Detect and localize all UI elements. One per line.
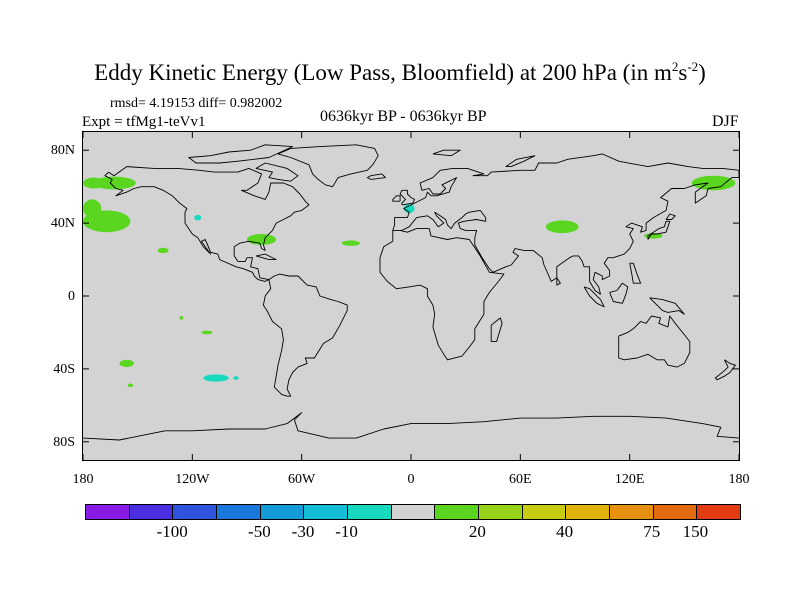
green-anomaly-pacific-dateline (83, 199, 102, 218)
y-tick-label: 80S (53, 434, 75, 450)
coast-hokkaido (665, 213, 676, 220)
colorbar-label: 20 (468, 522, 486, 541)
coast-canadian-archipelago (188, 144, 294, 164)
y-tick-label: 40S (53, 361, 75, 377)
coast-australia (618, 315, 691, 368)
green-anomaly-north-pacific-east (92, 176, 136, 190)
colorbar-cell (522, 505, 567, 519)
colorbar-cell (435, 505, 480, 519)
experiment-label: Expt = tfMg1-teVv1 (82, 114, 206, 130)
x-tick-label: 120W (175, 472, 210, 487)
map-plot-area (82, 131, 740, 461)
coast-novaya-zemlya (505, 155, 536, 168)
green-anomaly-north-pacific-west (83, 177, 105, 189)
green-anomaly-japan (644, 233, 663, 239)
colorbar-label: -10 (335, 522, 358, 541)
green-anomaly-florida (247, 234, 277, 245)
world-map (83, 144, 739, 441)
coast-south-america (262, 273, 348, 397)
green-anomaly-south-pacific-small (201, 330, 213, 335)
coast-british-isles (399, 189, 416, 206)
coast-borneo (609, 282, 629, 304)
coast-svalbard (432, 149, 461, 157)
coast-antarctica (83, 412, 739, 441)
cyan-anomaly-north-pacific (194, 214, 202, 221)
chart-title: Eddy Kinetic Energy (Low Pass, Bloomfiel… (94, 59, 706, 85)
colorbar-label: 150 (682, 522, 709, 541)
colorbar-cell (391, 505, 436, 519)
period-label: 0636kyr BP - 0636kyr BP (320, 108, 487, 125)
anomaly-layer (83, 175, 736, 388)
cyan-anomaly-south-pacific-dot (233, 376, 239, 380)
colorbar-cell (610, 505, 654, 519)
colorbar-cell (260, 505, 305, 519)
colorbar-cell (173, 505, 218, 519)
colorbar-cell (479, 505, 523, 519)
coast-eurasia-africa (379, 153, 739, 361)
colorbar-label: -50 (248, 522, 271, 541)
colorbar-cell (697, 505, 741, 519)
coast-baffin (255, 162, 299, 182)
coast-sumatra (583, 286, 605, 308)
coast-madagascar (490, 317, 503, 343)
coast-new-zealand (714, 359, 736, 381)
coast-new-guinea (649, 297, 685, 315)
colorbar-cell (217, 505, 261, 519)
coast-north-america (104, 166, 310, 282)
stats-label: rmsd= 4.19153 diff= 0.982002 (110, 96, 283, 111)
green-anomaly-south-pacific-dot2 (127, 383, 134, 388)
y-tick-label: 80N (50, 143, 75, 159)
colorbar-cell (304, 505, 349, 519)
coast-cuba (255, 253, 277, 261)
y-tick-label: 40N (50, 216, 75, 232)
green-anomaly-south-pacific (119, 359, 135, 368)
colorbar-cell (86, 505, 130, 519)
colorbar-cell (566, 505, 611, 519)
y-tick-label: 0 (68, 289, 75, 304)
coast-greenland (277, 144, 379, 188)
coast-iceland (366, 173, 386, 180)
colorbar-cell (129, 505, 174, 519)
coast-sri-lanka (556, 277, 561, 286)
x-tick-label: 180 (72, 472, 94, 487)
coast-ireland (392, 195, 401, 202)
x-tick-label: 0 (407, 472, 415, 487)
colorbar-label: -100 (156, 522, 188, 541)
coast-philippines (629, 262, 642, 284)
colorbar-label: 40 (556, 522, 574, 541)
coastline-layer (83, 144, 739, 441)
cyan-anomaly-south-pacific (203, 374, 229, 382)
x-tick-label: 60E (509, 472, 532, 487)
colorbar-cell (348, 505, 392, 519)
colorbar (85, 504, 741, 520)
green-anomaly-south-pacific-dot (179, 316, 184, 320)
x-tick-label: 180 (728, 472, 750, 487)
colorbar-cell (653, 505, 698, 519)
green-anomaly-central-asia (545, 220, 579, 234)
colorbar-label: 75 (643, 522, 661, 541)
green-anomaly-mid-atlantic (341, 240, 360, 246)
coast-japan (647, 220, 671, 240)
green-anomaly-pacific-small (157, 247, 169, 254)
colorbar-label: -30 (291, 522, 315, 541)
x-tick-label: 120E (614, 472, 645, 487)
season-label: DJF (712, 113, 739, 130)
x-tick-label: 60W (288, 472, 316, 487)
